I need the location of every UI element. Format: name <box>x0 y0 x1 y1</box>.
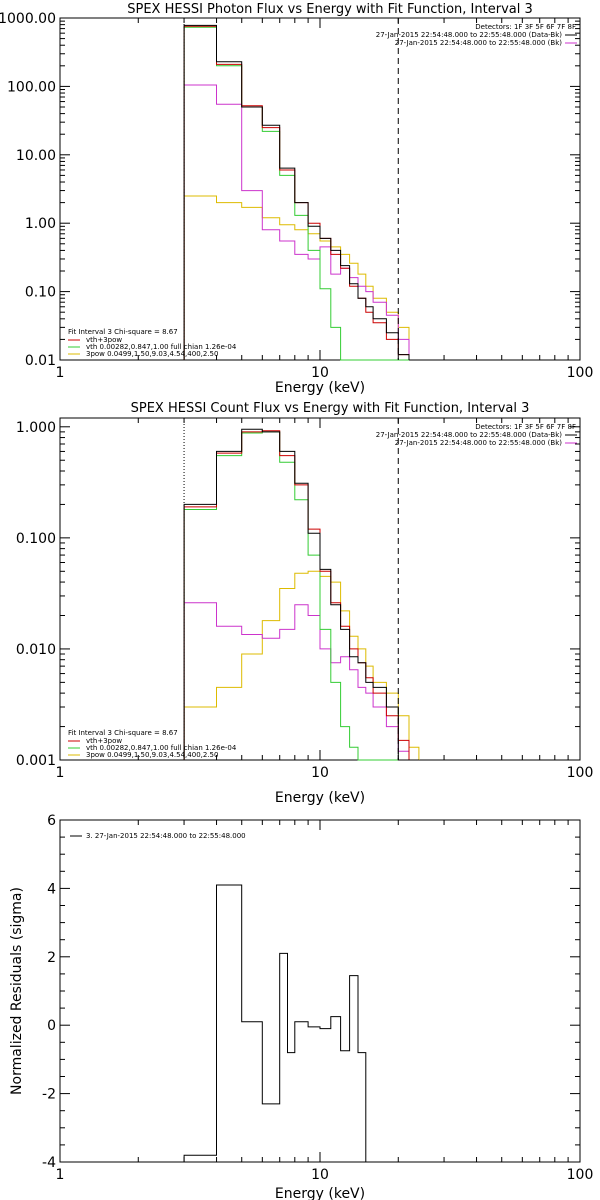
panel1-ticks: 1 10 100 0.01 0.10 1.00 10.00 100.00 1000.00 <box>0 11 593 381</box>
panel2-series <box>183 428 420 761</box>
panel2-legend-left-item-2: 3pow 0.0499,1.50,9.03,4.54,400,2.50 <box>86 751 218 759</box>
y-tick-label: 6 <box>47 813 56 829</box>
series-line-0 <box>183 884 399 1163</box>
x-tick-label: 1 <box>56 1167 65 1183</box>
panel3-ticks: 1 10 100 -4 -2 0 2 4 6 <box>42 813 593 1183</box>
y-tick-label: -4 <box>42 1155 56 1171</box>
panel1-legend-left-item-2: 3pow 0.0499,1.50,9.03,4.54,400,2.50 <box>86 350 218 358</box>
panel2-legend-right-header: Detectors: 1F 3F 5F 6F 7F 8F <box>475 423 576 431</box>
panel1-reference-lines <box>183 18 399 360</box>
series-line-4 <box>183 428 419 761</box>
x-tick-label: 1 <box>56 365 65 381</box>
panel1-frame <box>59 17 581 361</box>
panel1-series <box>183 24 410 361</box>
panel2-ticks: 1 10 100 0.001 0.010 0.100 1.000 <box>16 418 593 781</box>
panel2-legend-right: Detectors: 1F 3F 5F 6F 7F 8F 27-Jan-2015… <box>376 423 577 447</box>
series-line-1 <box>183 602 419 761</box>
panel1-xlabel: Energy (keV) <box>275 380 365 396</box>
series-line-1 <box>183 84 410 360</box>
x-tick-label: 100 <box>567 365 594 381</box>
y-tick-label: 0 <box>47 1018 56 1034</box>
y-tick-label: 100.00 <box>7 79 56 95</box>
y-tick-label: 10.00 <box>16 148 56 164</box>
x-tick-label: 100 <box>567 1167 594 1183</box>
panel3-frame <box>59 819 581 1163</box>
x-tick-label: 10 <box>311 365 329 381</box>
x-tick-label: 10 <box>311 765 329 781</box>
panel1-legend-left-header: Fit Interval 3 Chi-square = 8.67 <box>68 328 178 336</box>
panel3-ylabel: Normalized Residuals (sigma) <box>9 887 25 1095</box>
x-tick-label: 1 <box>56 765 65 781</box>
panel1-legend-left-item-1: vth 0.00282,0.847,1.00 full chian 1.26e-… <box>86 343 237 351</box>
panel2-reference-lines <box>183 418 399 760</box>
photon-flux-panel: SPEX HESSI Photon Flux vs Energy with Fi… <box>0 2 593 396</box>
y-tick-label: 4 <box>47 881 56 897</box>
y-tick-label: 2 <box>47 950 56 966</box>
x-tick-label: 100 <box>567 765 594 781</box>
panel2-xlabel: Energy (keV) <box>275 790 365 806</box>
panel2-title: SPEX HESSI Count Flux vs Energy with Fit… <box>131 401 530 416</box>
panel2-legend-right-item-0: 27-Jan-2015 22:54:48.000 to 22:55:48.000… <box>376 431 563 439</box>
y-tick-label: 0.001 <box>16 753 56 769</box>
panel3-xlabel: Energy (keV) <box>275 1186 365 1200</box>
y-tick-label: -2 <box>42 1087 56 1103</box>
panel2-legend-left: Fit Interval 3 Chi-square = 8.67 vth+3po… <box>68 729 237 759</box>
series-line-2 <box>183 26 409 361</box>
y-tick-label: 0.10 <box>25 285 56 301</box>
y-tick-label: 0.01 <box>25 353 56 369</box>
series-line-4 <box>183 24 410 360</box>
panel3-legend: 3. 27-Jan-2015 22:54:48.000 to 22:55:48.… <box>86 832 246 840</box>
series-line-2 <box>183 431 419 761</box>
panel2-legend-right-item-1: 27-Jan-2015 22:54:48.000 to 22:55:48.000… <box>395 439 563 447</box>
y-tick-label: 1.00 <box>25 216 56 232</box>
panel2-legend-left-item-1: vth 0.00282,0.847,1.00 full chian 1.26e-… <box>86 744 237 752</box>
y-tick-label: 0.010 <box>16 642 56 658</box>
y-tick-label: 1000.00 <box>0 11 56 27</box>
y-tick-label: 1.000 <box>16 420 56 436</box>
panel1-legend-left-item-0: vth+3pow <box>86 336 122 344</box>
panel1-legend-right-item-1: 27-Jan-2015 22:54:48.000 to 22:55:48.000… <box>395 39 563 47</box>
panel2-legend-left-item-0: vth+3pow <box>86 737 122 745</box>
panel1-legend-right-header: Detectors: 1F 3F 5F 6F 7F 8F <box>475 23 576 31</box>
series-line-0 <box>183 195 410 360</box>
series-line-0 <box>183 570 420 760</box>
series-line-3 <box>183 430 419 761</box>
residuals-panel: 1 10 100 -4 -2 0 2 4 6 Energy (keV) Normalized R… <box>9 813 593 1200</box>
panel1-title: SPEX HESSI Photon Flux vs Energy with Fi… <box>127 2 533 17</box>
y-tick-label: 0.100 <box>16 531 56 547</box>
panel1-legend-right: Detectors: 1F 3F 5F 6F 7F 8F 27-Jan-2015… <box>376 23 577 47</box>
panel1-legend-left: Fit Interval 3 Chi-square = 8.67 vth+3po… <box>68 328 237 358</box>
panel1-legend-right-item-0: 27-Jan-2015 22:54:48.000 to 22:55:48.000… <box>376 31 563 39</box>
series-line-3 <box>183 25 410 360</box>
panel3-series <box>183 884 399 1163</box>
count-flux-panel: SPEX HESSI Count Flux vs Energy with Fit… <box>16 401 593 806</box>
panel2-legend-left-header: Fit Interval 3 Chi-square = 8.67 <box>68 729 178 737</box>
x-tick-label: 10 <box>311 1167 329 1183</box>
